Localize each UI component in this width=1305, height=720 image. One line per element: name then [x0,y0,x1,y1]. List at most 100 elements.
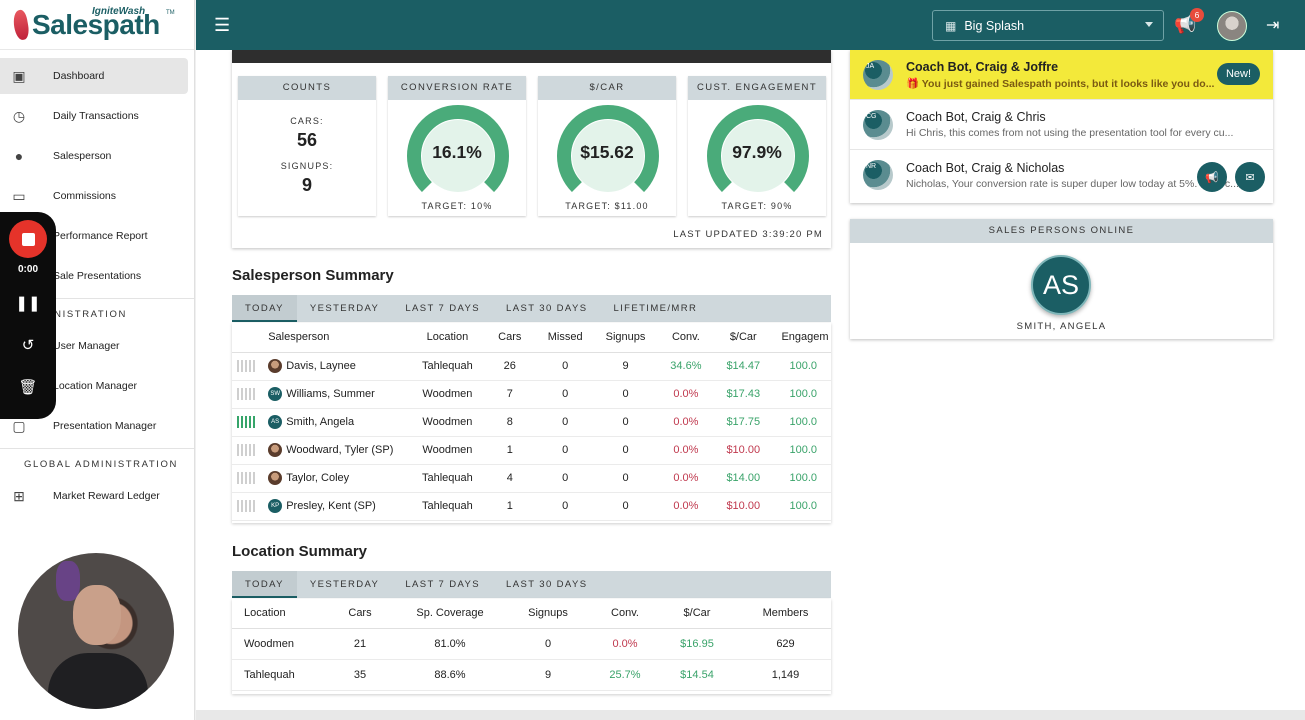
cell-missed: 0 [537,464,593,493]
chat-preview: 🎁 You just gained Salespath points, but … [906,77,1215,90]
pause-icon[interactable]: ❚❚ [15,295,41,312]
tab-today[interactable]: TODAY [232,571,297,598]
message-button[interactable]: ✉ [1235,162,1265,192]
cell-engagement: 100.0 [773,492,831,521]
table-row[interactable]: SW Williams, Summer Woodmen 7 0 0 0.0% $1… [232,380,831,409]
chat-list-card: JA Coach Bot, Craig & Joffre 🎁 You just … [850,50,1273,203]
cell-location: Tahlequah [413,492,482,521]
per-car-tile: $/CAR $15.62 TARGET: $11.00 [538,76,676,216]
conversion-rate-tile: CONVERSION RATE 16.1% TARGET: 10% [388,76,526,216]
table-row[interactable]: AS Smith, Angela Woodmen 8 0 0 0.0% $17.7… [232,408,831,437]
stop-recording-button[interactable] [9,220,47,258]
cell-missed: 0 [537,380,593,409]
user-avatar[interactable] [1217,11,1247,41]
table-row[interactable]: Tahlequah 35 88.6% 9 25.7% $14.54 1,149 [232,659,831,691]
menu-icon[interactable]: ☰ [214,14,231,35]
stats-card: COUNTS CARS: 56 SIGNUPS: 9 CONVERSION RA… [232,50,831,248]
sidebar-item-salesperson[interactable]: ● Salesperson [0,138,188,174]
chat-item[interactable]: NR Coach Bot, Craig & Nicholas Nicholas,… [850,150,1273,200]
table-row[interactable]: KP Presley, Kent (SP) Tahlequah 1 0 0 0.0… [232,492,831,521]
screen-recorder-panel: 0:00 ❚❚ ↺ 🗑 [0,212,56,419]
cell-missed: 0 [537,436,593,465]
restart-icon[interactable]: ↺ [21,337,35,354]
dashboard-icon: ▣ [12,67,26,84]
col-conv[interactable]: Conv. [658,323,714,353]
chat-item[interactable]: JA Coach Bot, Craig & Joffre 🎁 You just … [850,50,1273,100]
cell-members: 629 [740,628,831,660]
cell-cars: 26 [481,352,538,381]
gauge-value: $15.62 [580,142,634,162]
col-signups[interactable]: Signups [592,323,659,353]
cell-per-car: $14.00 [713,464,774,493]
table-header-row: Location Cars Sp. Coverage Signups Conv.… [232,599,831,629]
logout-icon[interactable]: ⇥ [1266,17,1280,34]
tab-lifetime-mrr[interactable]: LIFETIME/MRR [613,303,698,314]
col-per-car[interactable]: $/Car [654,599,740,629]
cell-signups: 0 [500,628,596,660]
cell-cars: 7 [481,380,538,409]
gauge-value: 97.9% [732,142,782,162]
col-coverage[interactable]: Sp. Coverage [400,599,500,629]
sidebar-item-label: Commissions [53,190,117,202]
tab-last-30-days[interactable]: LAST 30 DAYS [506,579,588,590]
cell-cars: 4 [481,464,538,493]
online-avatar[interactable]: AS [1031,255,1091,315]
col-salesperson[interactable]: Salesperson [262,323,414,353]
cell-per-car: $14.54 [654,659,740,691]
chat-title: Coach Bot, Craig & Chris [906,110,1046,124]
counts-title: COUNTS [238,76,376,100]
col-cars[interactable]: Cars [481,323,538,353]
conversion-gauge [407,105,509,207]
col-cars[interactable]: Cars [320,599,400,629]
table-row[interactable]: Woodward, Tyler (SP) Woodmen 1 0 0 0.0% … [232,436,831,465]
sales-persons-online-card: SALES PERSONS ONLINE AS SMITH, ANGELA [850,219,1273,339]
location-table: Location Cars Sp. Coverage Signups Conv.… [232,599,831,694]
horizontal-scrollbar[interactable] [196,710,1305,720]
location-tabs: TODAY YESTERDAY LAST 7 DAYS LAST 30 DAYS [232,571,831,598]
chat-item[interactable]: CG Coach Bot, Craig & Chris Hi Chris, th… [850,100,1273,150]
tab-last-7-days[interactable]: LAST 7 DAYS [405,303,481,314]
webcam-person-body [48,653,148,709]
col-location[interactable]: Location [232,599,320,629]
chat-title: Coach Bot, Craig & Joffre [906,59,1059,74]
tab-today[interactable]: TODAY [232,295,297,322]
tab-yesterday[interactable]: YESTERDAY [309,579,380,590]
table-row[interactable]: Woodmen 21 81.0% 0 0.0% $16.95 629 [232,628,831,660]
signups-value: 9 [301,175,312,195]
sidebar-item-presentation-manager[interactable]: ▢ Presentation Manager [0,408,188,444]
cell-signups: 0 [592,492,659,521]
col-engagement[interactable]: Engagem [773,323,831,353]
person-icon: ● [14,148,24,164]
table-row[interactable]: Davis, Laynee Tahlequah 26 0 9 34.6% $14… [232,352,831,381]
sidebar-item-label: Performance Report [53,230,148,242]
location-select[interactable]: ▦ Big Splash [932,10,1164,41]
announce-button[interactable]: 📢 [1197,162,1227,192]
cell-per-car: $10.00 [713,492,774,521]
trash-icon[interactable]: 🗑 [18,379,38,396]
cell-cars: 21 [320,628,400,660]
sidebar-item-label: Salesperson [53,150,112,162]
tab-yesterday[interactable]: YESTERDAY [309,303,380,314]
sidebar-item-commissions[interactable]: ▭ Commissions [0,178,188,214]
sidebar-item-market-reward-ledger[interactable]: ⊞ Market Reward Ledger [0,478,188,514]
cell-per-car: $14.47 [713,352,774,381]
cell-signups: 9 [592,352,659,381]
webcam-bubble[interactable] [18,553,174,709]
col-signups[interactable]: Signups [500,599,596,629]
col-per-car[interactable]: $/Car [713,323,774,353]
audio-signal-active-icon [237,416,258,429]
per-car-gauge [557,105,659,207]
col-members[interactable]: Members [740,599,831,629]
sidebar-item-dashboard[interactable]: ▣ Dashboard [0,58,188,94]
col-conv[interactable]: Conv. [596,599,654,629]
cell-signups: 9 [500,659,596,691]
app-logo[interactable]: Salespath IgniteWash TM [0,0,194,50]
table-row[interactable]: Taylor, Coley Tahlequah 4 0 0 0.0% $14.0… [232,464,831,493]
sidebar-item-daily-transactions[interactable]: ◷ Daily Transactions [0,98,188,134]
cell-conv: 0.0% [658,436,714,465]
chat-avatar: CG [863,109,893,140]
tab-last-7-days[interactable]: LAST 7 DAYS [405,579,481,590]
col-location[interactable]: Location [413,323,482,353]
col-missed[interactable]: Missed [537,323,593,353]
tab-last-30-days[interactable]: LAST 30 DAYS [506,303,588,314]
